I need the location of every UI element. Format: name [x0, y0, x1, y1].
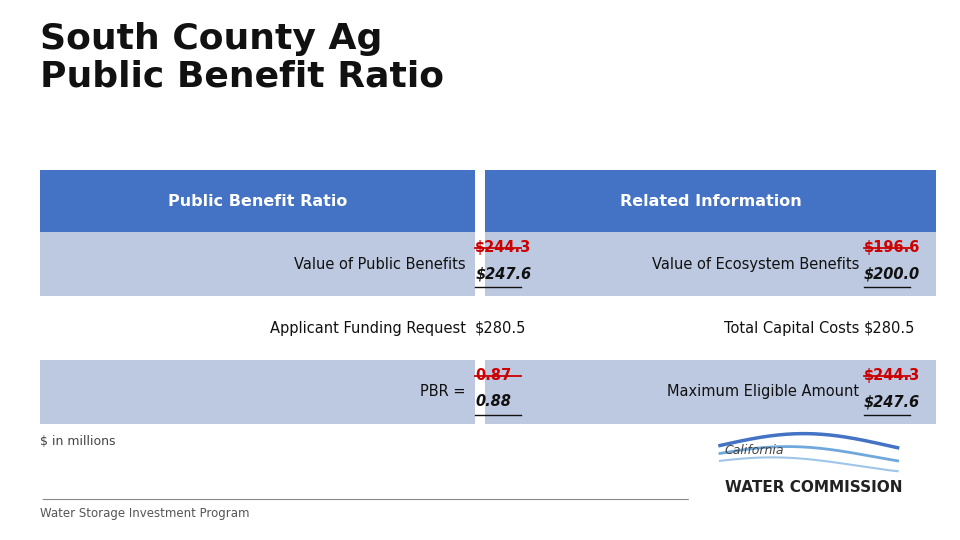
Text: Public Benefit Ratio: Public Benefit Ratio	[168, 194, 348, 208]
Text: $247.6: $247.6	[475, 266, 531, 281]
Text: $280.5: $280.5	[475, 321, 527, 335]
Text: Water Storage Investment Program: Water Storage Investment Program	[40, 507, 250, 519]
Text: California: California	[725, 444, 784, 457]
Bar	[40, 170, 475, 232]
Text: $196.6: $196.6	[864, 240, 921, 255]
Text: PBR =: PBR =	[420, 384, 466, 400]
Text: $200.0: $200.0	[864, 266, 920, 281]
Bar	[485, 296, 936, 360]
Text: $280.5: $280.5	[864, 321, 916, 335]
Text: Related Information: Related Information	[619, 194, 802, 208]
Bar	[40, 360, 475, 424]
Bar	[40, 296, 475, 360]
Bar	[485, 232, 936, 296]
Text: Maximum Eligible Amount: Maximum Eligible Amount	[667, 384, 859, 400]
Text: $244.3: $244.3	[475, 240, 532, 255]
Text: $ in millions: $ in millions	[40, 435, 116, 448]
Bar	[485, 360, 936, 424]
Text: Total Capital Costs: Total Capital Costs	[724, 321, 859, 335]
Text: $244.3: $244.3	[864, 368, 921, 383]
Text: Value of Public Benefits: Value of Public Benefits	[294, 256, 466, 272]
Text: WATER COMMISSION: WATER COMMISSION	[725, 480, 902, 495]
Bar	[40, 232, 475, 296]
Text: Value of Ecosystem Benefits: Value of Ecosystem Benefits	[652, 256, 859, 272]
Text: $247.6: $247.6	[864, 394, 920, 409]
Text: Applicant Funding Request: Applicant Funding Request	[270, 321, 466, 335]
Text: 0.88: 0.88	[475, 394, 511, 409]
Text: South County Ag
Public Benefit Ratio: South County Ag Public Benefit Ratio	[40, 22, 444, 93]
Text: 0.87: 0.87	[475, 368, 512, 383]
Bar	[485, 170, 936, 232]
